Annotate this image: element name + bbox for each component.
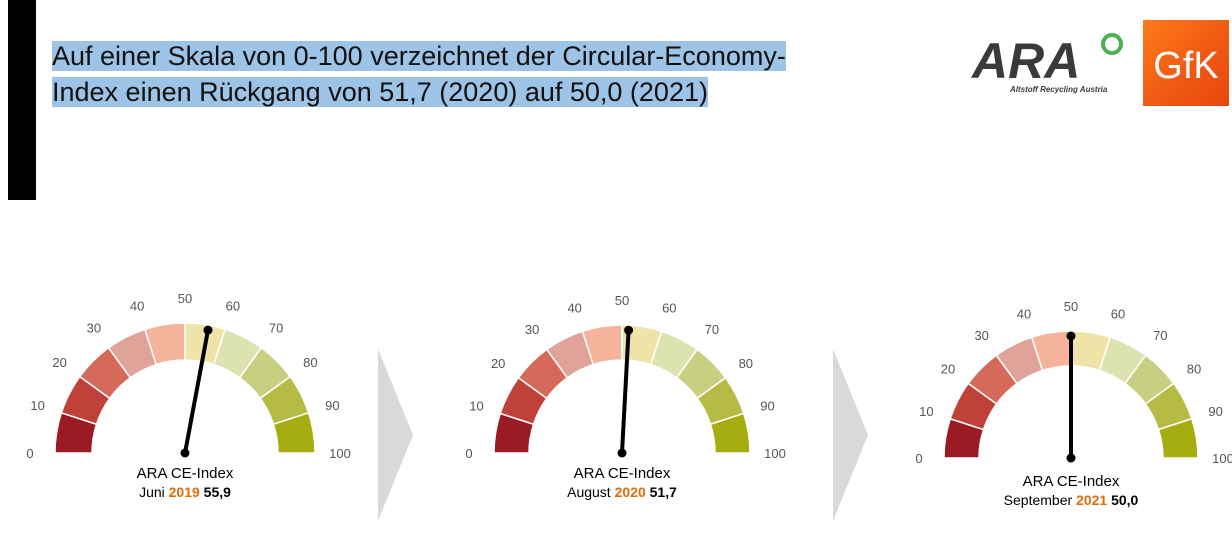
recycle-icon: [1101, 33, 1123, 55]
gauge-tick-label: 40: [567, 301, 581, 316]
gauge-needle-tip: [1066, 331, 1076, 341]
gauge-segment: [1157, 417, 1199, 459]
gauge-index-label: ARA CE-Index: [574, 465, 671, 482]
gauge-tick-label: 90: [760, 399, 774, 414]
gauge-needle-tip: [624, 325, 634, 335]
gauge-year: 2021: [1076, 492, 1107, 508]
gauge-value: 51,7: [646, 484, 677, 500]
gauge-caption: August 2020 51,7: [567, 484, 677, 500]
gauge-tick-label: 60: [1111, 306, 1125, 321]
gauge-tick-label: 50: [615, 293, 629, 308]
headline-line-1: Auf einer Skala von 0-100 verzeichnet de…: [52, 41, 786, 71]
gauge-tick-label: 90: [1208, 404, 1222, 419]
ara-logo: ARA Altstoff Recycling Austria: [970, 33, 1123, 94]
transition-arrow-2: [833, 349, 868, 521]
gfk-logo: GfK: [1143, 20, 1229, 106]
gfk-logo-text: GfK: [1153, 45, 1218, 87]
transition-arrow-1: [378, 349, 413, 521]
gauge-tick-label: 50: [1064, 299, 1078, 314]
gauge-tick-label: 10: [30, 398, 44, 413]
ara-logo-subtitle: Altstoff Recycling Austria: [1009, 85, 1108, 94]
gauge-year: 2020: [615, 484, 646, 500]
gauge-caption: September 2021 50,0: [1004, 492, 1139, 508]
gauge-tick-label: 90: [325, 398, 339, 413]
gauge-index-label: ARA CE-Index: [1023, 473, 1120, 490]
gauge-tick-label: 70: [269, 321, 283, 336]
gauge-tick-label: 20: [491, 356, 505, 371]
gauge-caption: Juni 2019 55,9: [139, 484, 231, 500]
gauge-tick-label: 80: [1187, 362, 1201, 377]
gauge-tick-label: 0: [465, 446, 472, 461]
gauge-index-label: ARA CE-Index: [137, 465, 234, 482]
gauge-period: September: [1004, 492, 1076, 508]
headline: Auf einer Skala von 0-100 verzeichnet de…: [52, 38, 932, 110]
gauge-tick-label: 100: [764, 446, 786, 461]
gauge-tick-label: 60: [662, 301, 676, 316]
gauge-tick-label: 20: [52, 355, 66, 370]
gauge-tick-label: 0: [915, 451, 922, 466]
gauge-tick-label: 100: [329, 446, 351, 461]
gauge-tick-label: 50: [178, 291, 192, 306]
gauge-period: Juni: [139, 484, 169, 500]
gauge-tick-label: 80: [739, 356, 753, 371]
gauge-tick-label: 10: [919, 404, 933, 419]
gauge-needle-tip: [203, 325, 213, 335]
gauge-tick-label: 40: [1017, 306, 1031, 321]
gauge-2: 0 10 20 30 40 50 60 70 80 90 100 ARA CE-Index August…: [465, 293, 785, 500]
gauge-tick-label: 0: [26, 446, 33, 461]
gauge-value: 55,9: [200, 484, 231, 500]
gauge-tick-label: 60: [226, 299, 240, 314]
headline-line-2: Index einen Rückgang von 51,7 (2020) auf…: [52, 77, 708, 107]
gauge-segment: [709, 412, 751, 454]
ara-logo-text: ARA: [970, 33, 1080, 89]
gauge-tick-label: 20: [941, 362, 955, 377]
gauge-period: August: [567, 484, 614, 500]
gauge-tick-label: 30: [525, 322, 539, 337]
gauge-needle: [620, 328, 631, 455]
left-accent-bar: [8, 0, 36, 200]
gauge-needle-base: [1066, 453, 1076, 463]
gauge-needle-base: [617, 448, 627, 458]
gauge-tick-label: 70: [1153, 328, 1167, 343]
gauge-tick-label: 30: [87, 321, 101, 336]
gauge-3: 0 10 20 30 40 50 60 70 80 90 100 ARA CE-Index Septem…: [915, 299, 1232, 508]
gauge-tick-label: 40: [130, 299, 144, 314]
gauge-tick-label: 10: [469, 399, 483, 414]
gauge-1: 0 10 20 30 40 50 60 70 80 90 100 ARA CE-Index Juni 2…: [26, 291, 350, 500]
gauge-tick-label: 30: [974, 328, 988, 343]
gauge-tick-label: 80: [303, 355, 317, 370]
gauge-tick-label: 100: [1212, 451, 1232, 466]
gauge-tick-label: 70: [705, 322, 719, 337]
gauge-value: 50,0: [1107, 492, 1138, 508]
gauge-segment: [272, 411, 316, 454]
gauge-year: 2019: [169, 484, 200, 500]
gauge-needle-base: [180, 448, 190, 458]
gauge-needle: [183, 328, 210, 455]
